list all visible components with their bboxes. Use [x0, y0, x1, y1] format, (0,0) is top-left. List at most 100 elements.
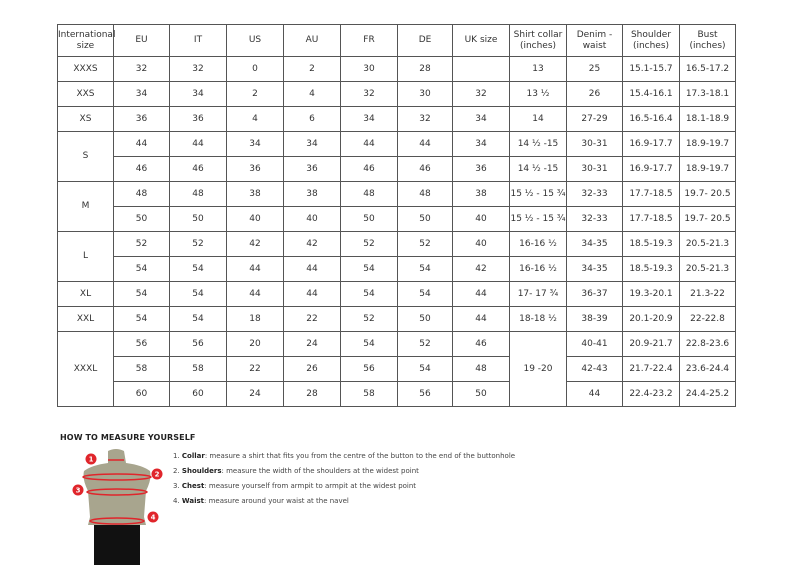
step-collar: 1. Collar: measure a shirt that fits you…: [173, 452, 516, 460]
table-cell: 18.9-19.7: [679, 131, 736, 157]
table-cell: 36: [283, 156, 341, 182]
table-cell: 54: [169, 306, 227, 332]
table-cell: 40: [226, 206, 284, 232]
table-cell: 2: [283, 56, 341, 82]
table-cell: 44: [397, 131, 453, 157]
marker-1: 1: [89, 456, 94, 464]
table-row: 54 54 44 44 54 54 42 16-16 ½ 34-35 18.5-19.3 20.5-…: [58, 256, 736, 282]
table-cell: 54: [340, 331, 398, 357]
table-cell: 56: [340, 356, 398, 382]
table-cell: 32-33: [566, 206, 623, 232]
table-cell: 19.7- 20.5: [679, 181, 736, 207]
table-row: XXXS 32 32 0 2 30 28 13 25 15.1-15.7 16.5-17.2: [57, 56, 736, 82]
table-cell: 18.9-19.7: [679, 156, 736, 182]
table-cell: 34: [226, 131, 284, 157]
column-header: AU: [283, 24, 341, 57]
table-cell: 54: [340, 281, 398, 307]
header-row: International size EU IT US AU FR DE UK size Shi…: [57, 24, 736, 57]
table-cell: 20.5-21.3: [679, 256, 736, 282]
table-cell: 18-18 ½: [509, 306, 567, 332]
table-cell: 18: [226, 306, 284, 332]
measure-steps: 1. Collar: measure a shirt that fits you…: [173, 452, 515, 512]
table-cell: 36: [226, 156, 284, 182]
table-cell: 30: [340, 56, 398, 82]
table-cell: 6: [283, 106, 341, 132]
table-cell: [452, 56, 510, 82]
international-size-cell: M: [57, 181, 114, 232]
table-cell: 50: [169, 206, 227, 232]
international-size-cell: XXXL: [57, 331, 114, 407]
table-cell: 52: [169, 231, 227, 257]
table-cell: 18.5-19.3: [622, 231, 680, 257]
table-row: XXL 54 54 18 22 52 50 44 18-18 ½ 38-39 20.1-20.9 22…: [57, 306, 736, 332]
table-cell: 42-43: [566, 356, 623, 382]
table-cell: 44: [340, 131, 398, 157]
step-chest: 3. Chest: measure yourself from armpit t…: [173, 482, 417, 490]
how-to-measure-title: HOW TO MEASURE YOURSELF: [60, 433, 196, 442]
table-cell: 25: [566, 56, 623, 82]
table-cell: 36: [169, 106, 227, 132]
table-cell: 4: [226, 106, 284, 132]
table-cell: 48: [452, 356, 510, 382]
table-cell: 50: [113, 206, 170, 232]
table-cell: 18.1-18.9: [679, 106, 736, 132]
table-cell: 30-31: [566, 156, 623, 182]
table-cell: 38: [452, 181, 510, 207]
table-cell: 60: [113, 381, 170, 407]
table-cell: 14 ½ -15: [509, 131, 567, 157]
table-cell: 19.3-20.1: [622, 281, 680, 307]
table-cell: 54: [169, 256, 227, 282]
international-size-cell: XXL: [57, 306, 114, 332]
table-cell: 14: [509, 106, 567, 132]
shorts-shape: [94, 525, 140, 565]
table-cell: 32: [397, 106, 453, 132]
table-cell: 48: [397, 181, 453, 207]
international-size-cell: XL: [57, 281, 114, 307]
table-cell: 32: [340, 81, 398, 107]
table-cell: 54: [397, 356, 453, 382]
table-cell: 44: [113, 131, 170, 157]
column-header: FR: [340, 24, 398, 57]
table-cell: 30-31: [566, 131, 623, 157]
table-cell: 17- 17 ¾: [509, 281, 567, 307]
table-cell: 16-16 ½: [509, 256, 567, 282]
table-cell: 46: [397, 156, 453, 182]
table-cell: 16.9-17.7: [622, 156, 680, 182]
table-cell: 28: [283, 381, 341, 407]
table-cell: 23.6-24.4: [679, 356, 736, 382]
international-size-cell: XXXS: [57, 56, 114, 82]
international-size-cell: S: [57, 131, 114, 182]
table-cell: 16-16 ½: [509, 231, 567, 257]
column-header: EU: [113, 24, 170, 57]
table-cell: 44: [283, 256, 341, 282]
table-cell: 52: [340, 306, 398, 332]
table-cell: 48: [169, 181, 227, 207]
column-header: Shoulder (inches): [622, 24, 680, 57]
table-cell: 26: [566, 81, 623, 107]
table-cell: 50: [397, 206, 453, 232]
table-cell: 44: [283, 281, 341, 307]
table-cell: 46: [113, 156, 170, 182]
table-cell: 14 ½ -15: [509, 156, 567, 182]
table-cell: 52: [340, 231, 398, 257]
table-row: 46 46 36 36 46 46 36 14 ½ -15 30-31 16.9-17.7 18.9…: [58, 156, 736, 182]
torso-measure-illustration: 1 2 3 4: [72, 449, 163, 565]
table-cell: 22: [226, 356, 284, 382]
table-cell: 16.9-17.7: [622, 131, 680, 157]
table-cell: 17.7-18.5: [622, 206, 680, 232]
marker-2-icon: [151, 468, 163, 480]
table-cell: 30: [397, 81, 453, 107]
table-cell: 52: [397, 331, 453, 357]
table-cell: 17.3-18.1: [679, 81, 736, 107]
table-cell: 44: [452, 281, 510, 307]
table-cell: 44: [566, 381, 623, 407]
table-cell: 54: [113, 256, 170, 282]
table-cell: 22-22.8: [679, 306, 736, 332]
table-cell: 22.4-23.2: [622, 381, 680, 407]
column-header: Shirt collar (inches): [509, 24, 567, 57]
table-cell: 56: [169, 331, 227, 357]
table-cell: 18.5-19.3: [622, 256, 680, 282]
table-cell: 34: [452, 131, 510, 157]
table-cell: 22: [283, 306, 341, 332]
marker-1-icon: [85, 453, 97, 465]
